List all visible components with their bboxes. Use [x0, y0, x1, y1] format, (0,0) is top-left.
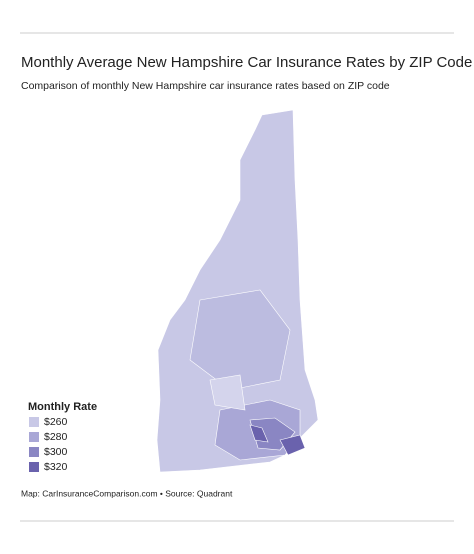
title: Monthly Average New Hampshire Car Insura…: [21, 54, 472, 71]
state-map: [156, 109, 319, 473]
state-outline: [156, 109, 319, 473]
legend-label: $260: [44, 416, 68, 428]
legend-swatch: [29, 432, 39, 442]
legend-title: Monthly Rate: [28, 401, 97, 413]
legend-swatch: [29, 447, 39, 457]
footer: Map: CarInsuranceComparison.com • Source…: [21, 488, 233, 498]
legend-label: $320: [44, 461, 68, 473]
legend-label: $300: [44, 446, 68, 458]
region: [249, 424, 269, 443]
legend: $260 $280 $300 $320: [29, 416, 68, 473]
subtitle: Comparison of monthly New Hampshire car …: [21, 80, 390, 92]
legend-label: $280: [44, 431, 68, 443]
region: [279, 434, 306, 456]
legend-swatch: [29, 462, 39, 472]
legend-swatch: [29, 417, 39, 427]
region: [209, 374, 246, 411]
region: [189, 289, 291, 391]
